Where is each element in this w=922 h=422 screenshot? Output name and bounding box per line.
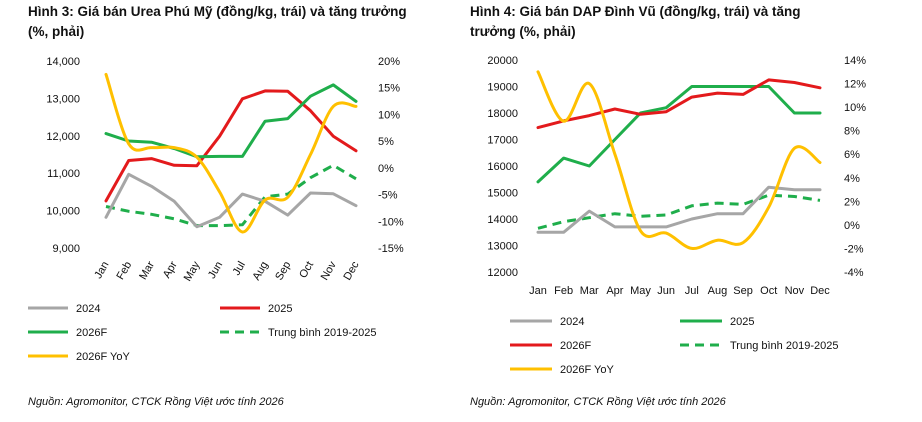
y-left-tick-label: 12000 [487, 267, 518, 279]
y-left-tick-label: 15000 [487, 188, 518, 200]
x-tick-label: Feb [554, 285, 573, 297]
legend-label-2024: 2024 [76, 303, 100, 315]
chart-title-urea-line1: Hình 3: Giá bán Urea Phú Mỹ (đồng/kg, tr… [28, 4, 407, 19]
y-left-tick-label: 17000 [487, 135, 518, 147]
series-line-2025 [104, 89, 358, 203]
y-left-tick-label: 9,000 [52, 243, 80, 255]
y-right-tick-label: 8% [844, 126, 860, 138]
series-line-2026f-yoy [536, 70, 822, 250]
y-right-tick-label: 6% [844, 149, 860, 161]
series-line-2026f [104, 83, 358, 159]
chart-title-urea: Hình 3: Giá bán Urea Phú Mỹ (đồng/kg, tr… [28, 2, 438, 42]
y-right-tick-label: 10% [844, 102, 866, 114]
legend-label-2024: 2024 [560, 316, 584, 328]
urea-price-chart: 9,000 10,000 11,000 12,000 13,000 14,000 -15% -… [28, 56, 404, 363]
x-tick-label: Jul [231, 260, 248, 278]
chart-title-dap-line2: trưởng (%, phải) [470, 24, 576, 39]
series-line-2024 [104, 172, 358, 229]
chart-source-urea: Nguồn: Agromonitor, CTCK Rồng Việt ước t… [28, 396, 284, 408]
chart-panel-urea: Hình 3: Giá bán Urea Phú Mỹ (đồng/kg, tr… [0, 0, 450, 422]
y-right-tick-label: 4% [844, 173, 860, 185]
x-tick-label: Sep [733, 285, 753, 297]
series-line-trung-b-nh-2019-2025 [105, 163, 357, 228]
y-left-tick-label: 10,000 [46, 206, 80, 218]
legend-label-2026f: 2026F [560, 340, 591, 352]
series-line-2024 [536, 185, 822, 234]
chart-panel-dap: Hình 4: Giá bán DAP Đình Vũ (đồng/kg, tr… [470, 0, 920, 422]
y-left-tick-label: 20000 [487, 55, 518, 67]
y-right-tick-label: 2% [844, 196, 860, 208]
y-right-tick-label: 0% [844, 220, 860, 232]
x-tick-label: Nov [319, 259, 339, 282]
chart-title-dap: Hình 4: Giá bán DAP Đình Vũ (đồng/kg, tr… [470, 2, 866, 42]
y-right-tick-label: -2% [844, 243, 864, 255]
legend-label-2025: 2025 [268, 303, 292, 315]
y-right-tick-label: 10% [378, 109, 400, 121]
y-left-tick-label: 13000 [487, 241, 518, 253]
y-left-tick-label: 14,000 [46, 56, 80, 68]
y-right-tick-label: 5% [378, 136, 394, 148]
series-line-2026f-yoy [104, 72, 358, 234]
y-right-tick-label: 15% [378, 83, 400, 95]
series-line-2025 [536, 85, 822, 184]
x-tick-label: Sep [273, 260, 293, 283]
chart-title-dap-line1: Hình 4: Giá bán DAP Đình Vũ (đồng/kg, tr… [470, 4, 801, 19]
x-tick-label: May [630, 285, 651, 297]
legend-label-2026f-yoy: 2026F YoY [560, 364, 614, 376]
legend-label-2026f-yoy: 2026F YoY [76, 351, 130, 363]
y-right-tick-label: -10% [378, 216, 404, 228]
y-left-tick-label: 18000 [487, 108, 518, 120]
legend-label-trung-b-nh-2019-2025: Trung bình 2019-2025 [268, 327, 376, 339]
x-tick-label: Oct [297, 260, 316, 281]
y-left-tick-label: 16000 [487, 161, 518, 173]
y-left-tick-label: 19000 [487, 82, 518, 94]
legend-label-trung-b-nh-2019-2025: Trung bình 2019-2025 [730, 340, 838, 352]
x-tick-label: Mar [580, 285, 599, 297]
y-right-tick-label: -5% [378, 190, 398, 202]
y-right-tick-label: -4% [844, 267, 864, 279]
y-right-tick-label: -15% [378, 243, 404, 255]
x-tick-label: Mar [137, 259, 157, 282]
x-tick-label: Apr [606, 285, 623, 297]
chart-source-dap: Nguồn: Agromonitor, CTCK Rồng Việt ước t… [470, 396, 726, 408]
chart-title-urea-line2: (%, phải) [28, 24, 85, 39]
y-left-tick-label: 13,000 [46, 93, 80, 105]
dap-price-chart: 12000 13000 14000 15000 16000 17000 18000 19000… [487, 55, 866, 376]
y-right-tick-label: 20% [378, 56, 400, 68]
x-tick-label: Aug [708, 285, 728, 297]
y-right-tick-label: 12% [844, 79, 866, 91]
x-tick-label: Feb [114, 260, 134, 282]
y-left-tick-label: 12,000 [46, 131, 80, 143]
x-tick-label: Jun [657, 285, 675, 297]
x-tick-label: Nov [785, 285, 805, 297]
x-tick-label: Jul [685, 285, 699, 297]
y-right-tick-label: 0% [378, 163, 394, 175]
x-tick-label: Jan [529, 285, 547, 297]
y-left-tick-label: 11,000 [47, 168, 80, 180]
series-line-trung-b-nh-2019-2025 [537, 193, 821, 230]
y-left-tick-label: 14000 [487, 214, 518, 226]
y-right-tick-label: 14% [844, 55, 866, 67]
x-tick-label: Dec [810, 285, 830, 297]
x-tick-label: Oct [760, 285, 777, 297]
series-line-2026f [536, 78, 822, 130]
x-tick-label: Aug [251, 260, 271, 283]
legend-label-2026f: 2026F [76, 327, 107, 339]
x-tick-label: Jan [92, 260, 111, 281]
x-tick-label: Dec [341, 259, 361, 282]
x-tick-label: Apr [161, 259, 180, 280]
x-tick-label: May [182, 259, 203, 283]
legend-label-2025: 2025 [730, 316, 754, 328]
x-tick-label: Jun [206, 260, 225, 281]
